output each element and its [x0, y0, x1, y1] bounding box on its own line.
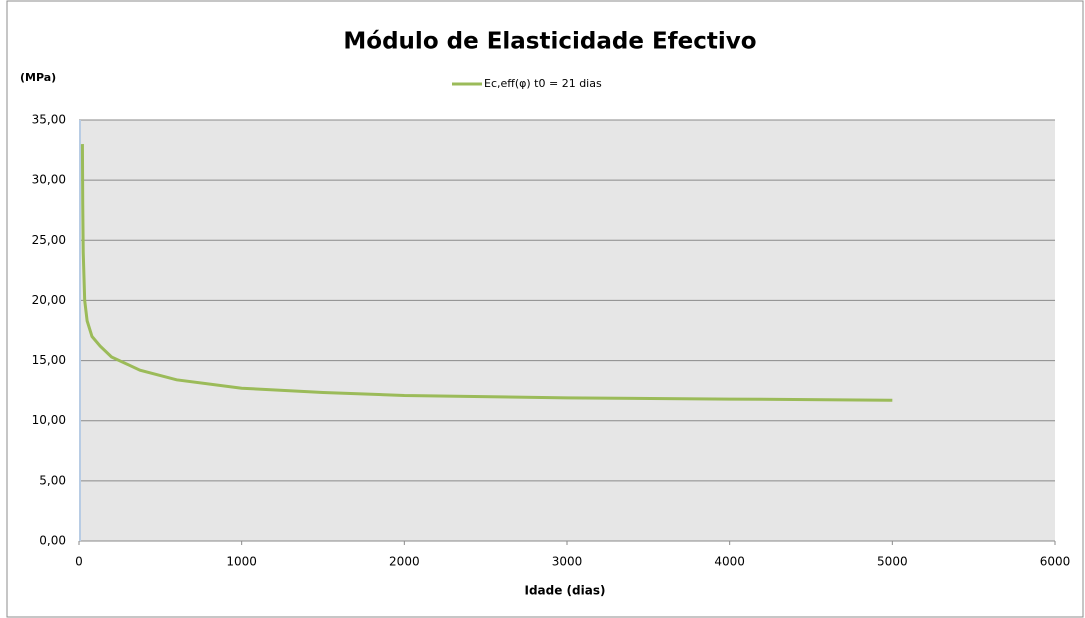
- legend-label: Ec,eff(φ) t0 = 21 dias: [484, 77, 602, 90]
- y-tick-label: 10,00: [32, 413, 66, 427]
- y-tick-label: 0,00: [39, 534, 66, 548]
- chart-title: Módulo de Elasticidade Efectivo: [343, 29, 756, 55]
- x-tick-label: 3000: [552, 555, 583, 569]
- y-tick-label: 30,00: [32, 173, 66, 187]
- y-tick-label: 5,00: [39, 473, 66, 487]
- x-axis-label: Idade (dias): [525, 584, 606, 598]
- y-tick-label: 15,00: [32, 353, 66, 367]
- y-tick-label: 35,00: [32, 113, 66, 127]
- plot-area: [79, 120, 1055, 541]
- series-line: [80, 144, 893, 402]
- y-tick-label: 25,00: [32, 233, 66, 247]
- y-axis-label: (MPa): [20, 71, 56, 84]
- x-tick-label: 1000: [226, 555, 257, 569]
- x-tick-label: 4000: [714, 555, 745, 569]
- x-tick-label: 0: [75, 555, 83, 569]
- x-tick-label: 5000: [877, 555, 908, 569]
- x-tick-label: 2000: [389, 555, 420, 569]
- x-tick-label: 6000: [1040, 555, 1071, 569]
- y-tick-label: 20,00: [32, 293, 66, 307]
